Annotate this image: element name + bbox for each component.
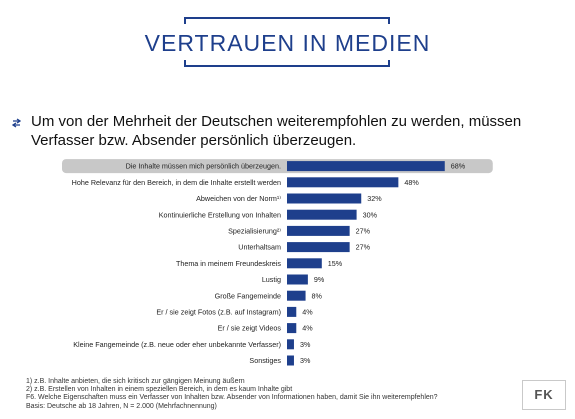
bar [287, 306, 297, 317]
value-label: 4% [302, 324, 313, 333]
bar [287, 225, 350, 236]
value-label: 68% [451, 162, 466, 171]
value-label: 9% [314, 275, 325, 284]
headline: Um von der Mehrheit der Deutschen weiter… [31, 113, 522, 149]
brand-logo: FK [522, 380, 566, 410]
category-label: Sonstiges [249, 356, 281, 365]
value-label: 32% [367, 194, 382, 203]
category-label: Große Fangemeinde [215, 291, 281, 300]
bar [287, 209, 357, 220]
value-label: 27% [356, 243, 371, 252]
footnotes: 1) z.B. Inhalte anbieten, die sich kriti… [26, 378, 438, 411]
category-label: Spezialisierung²⁾ [228, 227, 281, 236]
category-label: Kontinuierliche Erstellung von Inhalten [159, 210, 281, 219]
title-frame-top [184, 17, 390, 24]
footnote-question: F6. Welche Eigenschaften muss ein Verfas… [26, 394, 438, 402]
category-label: Er / sie zeigt Fotos (z.B. auf Instagram… [156, 308, 281, 317]
title-frame-bottom [184, 60, 390, 67]
logo-text: FK [534, 387, 554, 402]
bar [287, 290, 306, 301]
bar [287, 193, 362, 204]
page-title: VERTRAUEN IN MEDIEN [144, 30, 431, 56]
category-label: Kleine Fangemeinde (z.B. neue oder eher … [73, 340, 281, 349]
value-label: 15% [328, 259, 343, 268]
bar [287, 339, 294, 350]
bar [287, 274, 308, 285]
category-label: Abweichen von der Norm¹⁾ [196, 194, 281, 203]
footnote-basis: Basis: Deutsche ab 18 Jahren, N = 2.000 … [26, 402, 217, 410]
bar [287, 242, 350, 253]
category-label: Thema in meinem Freundeskreis [176, 259, 281, 268]
value-label: 27% [356, 227, 371, 236]
category-label: Er / sie zeigt Videos [218, 324, 282, 333]
category-label: Hohe Relevanz für den Bereich, in dem di… [72, 178, 281, 187]
footnote-1: 1) z.B. Inhalte anbieten, die sich kriti… [26, 378, 245, 385]
bar [287, 177, 399, 188]
value-label: 8% [312, 291, 323, 300]
value-label: 3% [300, 356, 311, 365]
category-label: Unterhaltsam [238, 243, 281, 252]
bar [287, 323, 297, 334]
value-label: 3% [300, 340, 311, 349]
bar [287, 258, 322, 269]
category-label: Die Inhalte müssen mich persönlich überz… [126, 162, 281, 171]
value-label: 30% [363, 210, 378, 219]
double-arrow-icon [12, 118, 21, 128]
value-label: 48% [404, 178, 419, 187]
footnote-2: 2) z.B. Erstellen von Inhalten in einem … [26, 386, 293, 394]
value-label: 4% [302, 308, 313, 317]
bar [287, 161, 445, 172]
bar [287, 355, 294, 366]
category-label: Lustig [262, 275, 281, 284]
